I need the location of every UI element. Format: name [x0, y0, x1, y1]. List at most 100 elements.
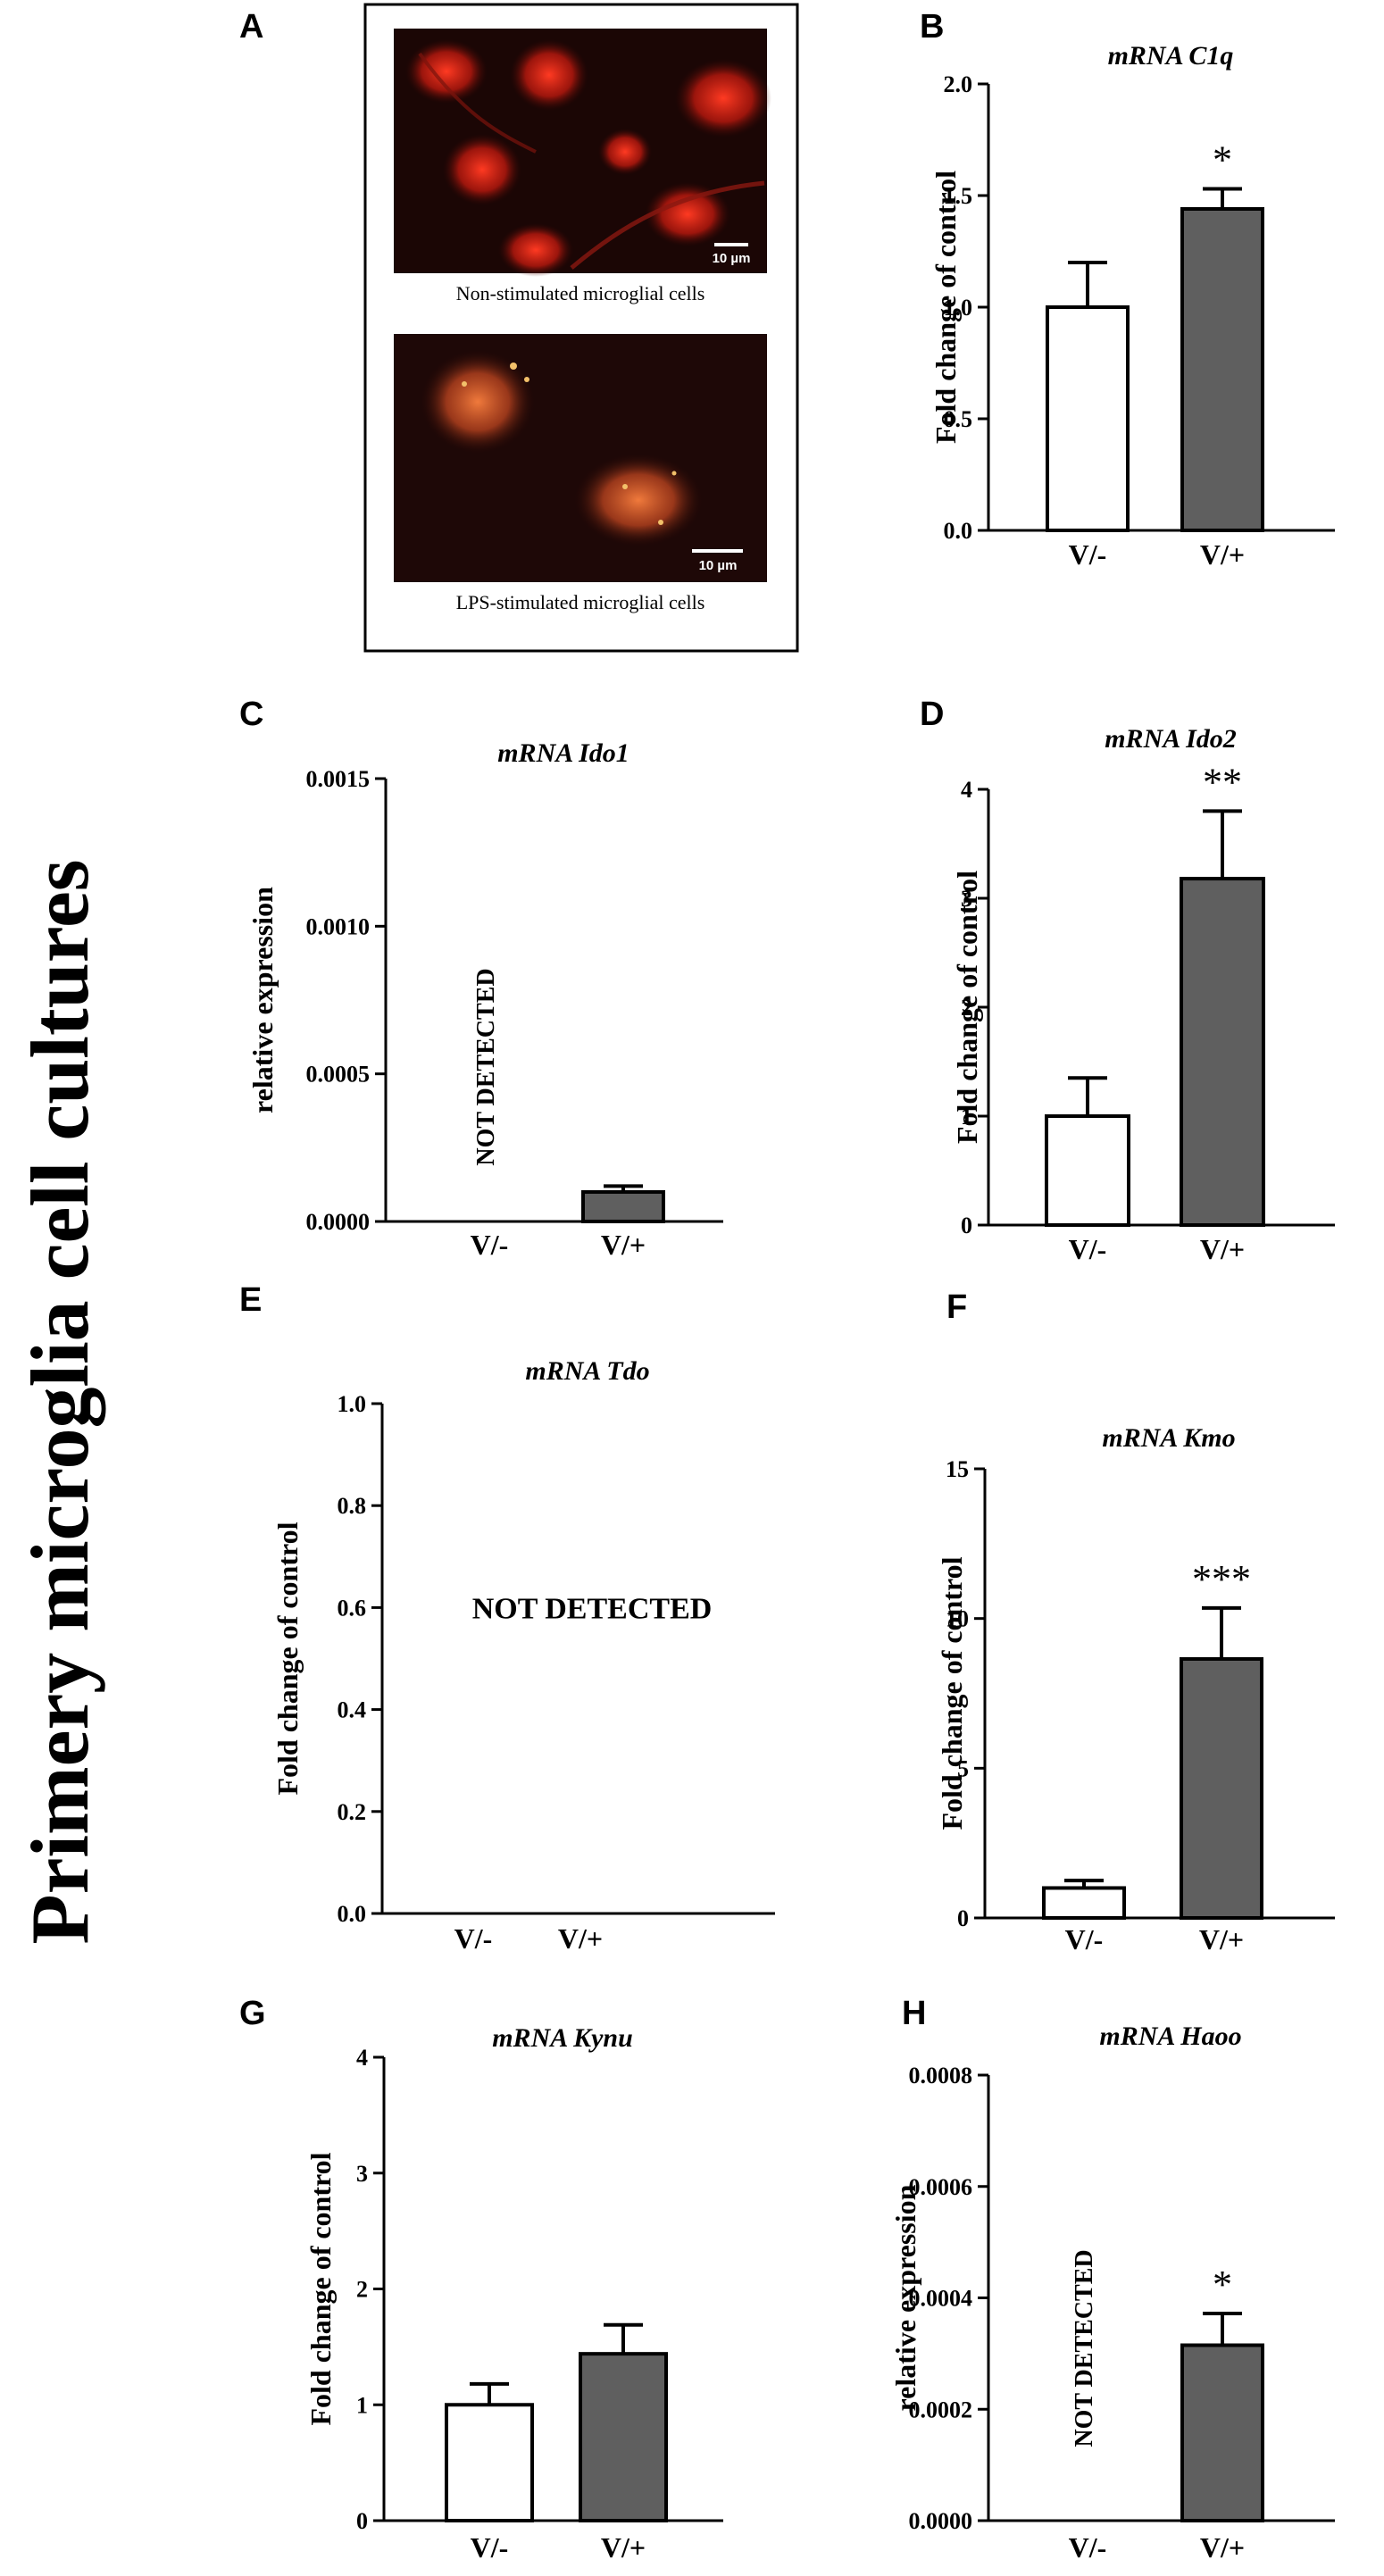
- bar-treated: [1180, 1656, 1263, 1920]
- scale-bar-label-top: 10 µm: [713, 251, 751, 266]
- bar-control: [1042, 1886, 1126, 1920]
- panel-letter-e: E: [239, 1281, 262, 1319]
- significance-marker: ***: [1192, 1557, 1251, 1601]
- y-tick-label: 1: [356, 2392, 368, 2418]
- x-category-label: V/+: [558, 1922, 603, 1955]
- y-axis-label: Fold change of control: [271, 1521, 304, 1795]
- y-tick-label: 0.0000: [909, 2508, 973, 2534]
- caption-non-stimulated: Non-stimulated microglial cells: [456, 282, 705, 304]
- y-tick-label: 3: [961, 886, 972, 912]
- y-tick-label: 4: [356, 2045, 368, 2071]
- y-axis-label: Fold change of control: [930, 171, 962, 444]
- chart-title: mRNA Ido1: [497, 738, 629, 768]
- y-tick-label: 0.0006: [909, 2174, 973, 2200]
- not-detected-label: NOT DETECTED: [472, 968, 500, 1165]
- bar-control: [1046, 305, 1130, 532]
- y-axis-label: relative expression: [246, 887, 279, 1113]
- bar-control: [445, 2403, 534, 2522]
- y-tick-label: 5: [957, 1755, 969, 1781]
- y-axis-label: Fold change of control: [936, 1556, 968, 1830]
- y-tick-label: 0.6: [338, 1595, 367, 1621]
- y-tick-label: 2: [961, 995, 972, 1021]
- x-category-label: V/-: [454, 1922, 493, 1955]
- y-tick-label: 0.0000: [306, 1209, 371, 1235]
- y-tick-label: 1.0: [338, 1391, 367, 1417]
- y-tick-label: 0.5: [944, 406, 973, 432]
- y-tick-label: 3: [356, 2161, 368, 2187]
- not-detected-label: NOT DETECTED: [1071, 2249, 1098, 2447]
- y-tick-label: 10: [946, 1606, 969, 1632]
- x-category-label: V/-: [1069, 1233, 1107, 1265]
- y-tick-label: 1.5: [944, 183, 973, 209]
- y-tick-label: 2.0: [944, 71, 973, 97]
- chart-title: mRNA Kmo: [1102, 1423, 1235, 1453]
- x-category-label: V/+: [1200, 538, 1245, 571]
- y-tick-label: 2: [356, 2277, 368, 2303]
- y-tick-label: 0.0005: [306, 1062, 371, 1088]
- y-tick-label: 1.0: [944, 295, 973, 321]
- x-category-label: V/+: [601, 1229, 646, 1261]
- y-axis-label: relative expression: [889, 2184, 921, 2411]
- bar-treated: [1180, 877, 1265, 1227]
- panel-letter-a: A: [239, 8, 263, 46]
- panel-letter-h: H: [902, 1995, 926, 2032]
- x-category-label: V/+: [1200, 2531, 1245, 2563]
- y-tick-label: 0.0: [338, 1901, 367, 1927]
- significance-marker: *: [1213, 138, 1232, 182]
- bar-treated: [579, 2352, 668, 2522]
- significance-marker: **: [1203, 760, 1242, 804]
- chart-title: mRNA Haoo: [1099, 2022, 1241, 2051]
- y-tick-label: 4: [961, 777, 972, 803]
- panel-letter-d: D: [920, 696, 944, 733]
- y-tick-label: 1: [961, 1104, 972, 1130]
- bar-control: [1045, 1114, 1130, 1227]
- caption-lps-stimulated: LPS-stimulated microglial cells: [456, 591, 705, 613]
- panel-letter-f: F: [946, 1288, 967, 1326]
- bar-treated: [581, 1189, 665, 1224]
- significance-marker: *: [1213, 2263, 1232, 2306]
- micrograph-panel: A 10 µm Non-stimulated microglial cells: [239, 3, 799, 653]
- y-tick-label: 0.0010: [306, 913, 371, 939]
- bar-treated: [1180, 2343, 1264, 2523]
- y-tick-label: 0.2: [338, 1799, 367, 1825]
- y-tick-label: 0: [957, 1905, 969, 1931]
- x-category-label: V/+: [1200, 1233, 1245, 1265]
- panel-letter-c: C: [239, 696, 263, 733]
- x-category-label: V/+: [601, 2531, 646, 2563]
- x-category-label: V/-: [1069, 538, 1107, 571]
- x-category-label: V/-: [471, 2531, 509, 2563]
- y-tick-label: 0.0008: [909, 2063, 973, 2088]
- y-tick-label: 0: [961, 1213, 972, 1238]
- y-tick-label: 0.0004: [909, 2286, 973, 2312]
- micrograph-non-stimulated: 10 µm: [394, 29, 771, 277]
- x-category-label: V/-: [1069, 2531, 1107, 2563]
- scale-bar-label-bottom: 10 µm: [699, 558, 738, 573]
- y-tick-label: 15: [946, 1456, 969, 1482]
- panel-letter-b: B: [920, 8, 944, 46]
- chart-title: mRNA Ido2: [1105, 724, 1237, 754]
- x-category-label: V/+: [1199, 1923, 1244, 1955]
- y-axis-label: Fold change of control: [304, 2152, 337, 2425]
- bar-treated: [1180, 207, 1264, 532]
- x-category-label: V/-: [1065, 1923, 1104, 1955]
- chart-title: mRNA Tdo: [525, 1356, 649, 1386]
- panel-letter-g: G: [239, 1995, 266, 2032]
- y-tick-label: 0.4: [338, 1697, 367, 1723]
- not-detected-label: NOT DETECTED: [472, 1592, 713, 1625]
- chart-title: mRNA C1q: [1108, 41, 1234, 71]
- chart-title: mRNA Kynu: [492, 2023, 633, 2053]
- micrograph-frame: [363, 3, 799, 653]
- y-tick-label: 0.0015: [306, 766, 371, 792]
- y-tick-label: 0.0002: [909, 2397, 973, 2422]
- x-category-label: V/-: [471, 1229, 509, 1261]
- y-tick-label: 0: [356, 2508, 368, 2534]
- side-title: Primery microglia cell cultures: [14, 859, 105, 1944]
